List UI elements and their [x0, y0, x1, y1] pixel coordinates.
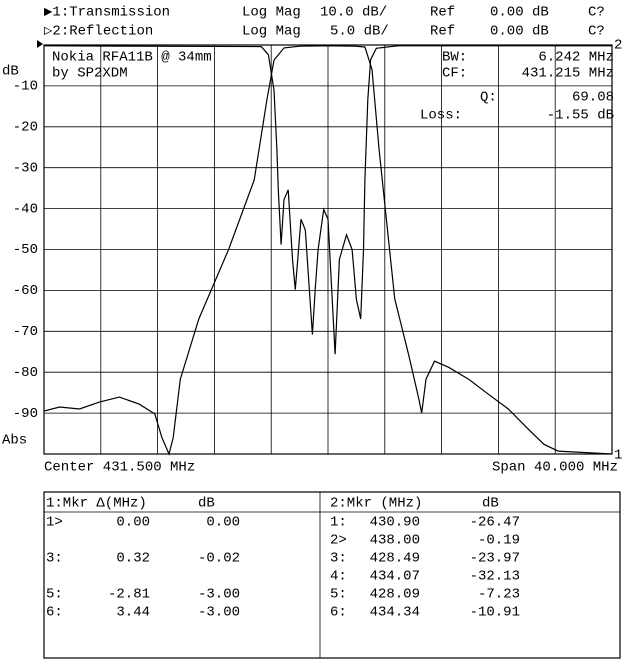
span-label: Span 40.000 MHz [492, 460, 618, 476]
table-cell: 6: [46, 605, 63, 621]
channel-ref-value: 0.00 dB [490, 24, 549, 40]
table-cell: 3: [330, 551, 347, 567]
table-cell: -3.00 [198, 605, 240, 621]
channel-cal: C? [588, 24, 605, 40]
y-tick-label: -60 [13, 283, 38, 299]
table-cell: 1> [46, 515, 63, 531]
annotation: Nokia RFA11B @ 34mm [52, 50, 212, 66]
table-cell: 0.32 [116, 551, 150, 567]
table-cell: -7.23 [478, 587, 520, 603]
channel-format: Log Mag [242, 5, 301, 21]
stat-label: Loss: [420, 108, 462, 124]
stat-label: Q: [480, 90, 497, 106]
channel-cal: C? [588, 5, 605, 21]
table-header: dB [482, 496, 499, 512]
table-cell: 438.00 [370, 533, 420, 549]
stat-value: 69.08 [572, 90, 614, 106]
table-header: 2:Mkr (MHz) [330, 496, 422, 512]
annotation: by SP2XDM [52, 66, 128, 82]
marker-table-frame [43, 491, 621, 659]
y-tick-label: -30 [13, 160, 38, 176]
table-header: 1:Mkr Δ(MHz) [46, 496, 147, 512]
channel-format: Log Mag [242, 24, 301, 40]
table-cell: 1: [330, 515, 347, 531]
channel-name: ▷2:Reflection [44, 24, 153, 40]
y-tick-label: -10 [13, 79, 38, 95]
y-tick-label: -80 [13, 365, 38, 381]
y-format: Abs [2, 433, 27, 449]
stat-value: -1.55 dB [547, 108, 614, 124]
table-cell: 5: [330, 587, 347, 603]
table-cell: 0.00 [116, 515, 150, 531]
table-cell: -26.47 [470, 515, 520, 531]
stat-label: BW: [442, 50, 467, 66]
table-cell: 6: [330, 605, 347, 621]
y-tick-label: -50 [13, 242, 38, 258]
y-axis-label: dB [2, 64, 19, 80]
table-cell: 3: [46, 551, 63, 567]
table-cell: 4: [330, 569, 347, 585]
center-label: Center 431.500 MHz [44, 460, 195, 476]
y-tick-label: -90 [13, 406, 38, 422]
table-cell: -32.13 [470, 569, 520, 585]
y-tick-label: -70 [13, 324, 38, 340]
channel-ref: Ref [430, 5, 455, 21]
ref-pointer [37, 40, 43, 48]
table-header: dB [198, 496, 215, 512]
table-cell: -0.19 [478, 533, 520, 549]
y-tick-label: -20 [13, 120, 38, 136]
table-cell: -0.02 [198, 551, 240, 567]
ref-label: 1 [614, 448, 622, 464]
table-cell: 430.90 [370, 515, 420, 531]
table-cell: 0.00 [206, 515, 240, 531]
trace-0 [43, 45, 613, 456]
table-cell: 2> [330, 533, 347, 549]
table-cell: 3.44 [116, 605, 150, 621]
ref-label: 2 [614, 38, 622, 54]
table-cell: 434.07 [370, 569, 420, 585]
table-cell: 434.34 [370, 605, 420, 621]
table-cell: -23.97 [470, 551, 520, 567]
table-cell: -10.91 [470, 605, 520, 621]
table-cell: -3.00 [198, 587, 240, 603]
channel-scale: 5.0 dB/ [330, 24, 389, 40]
y-tick-label: -40 [13, 201, 38, 217]
table-cell: -2.81 [108, 587, 150, 603]
table-cell: 5: [46, 587, 63, 603]
table-cell: 428.09 [370, 587, 420, 603]
channel-ref-value: 0.00 dB [490, 5, 549, 21]
stat-label: CF: [442, 66, 467, 82]
channel-scale: 10.0 dB/ [320, 5, 387, 21]
channel-ref: Ref [430, 24, 455, 40]
stat-value: 431.215 MHz [522, 66, 614, 82]
stat-value: 6.242 MHz [538, 50, 614, 66]
channel-name: ▶1:Transmission [44, 5, 170, 21]
table-cell: 428.49 [370, 551, 420, 567]
trace-1 [43, 45, 612, 355]
